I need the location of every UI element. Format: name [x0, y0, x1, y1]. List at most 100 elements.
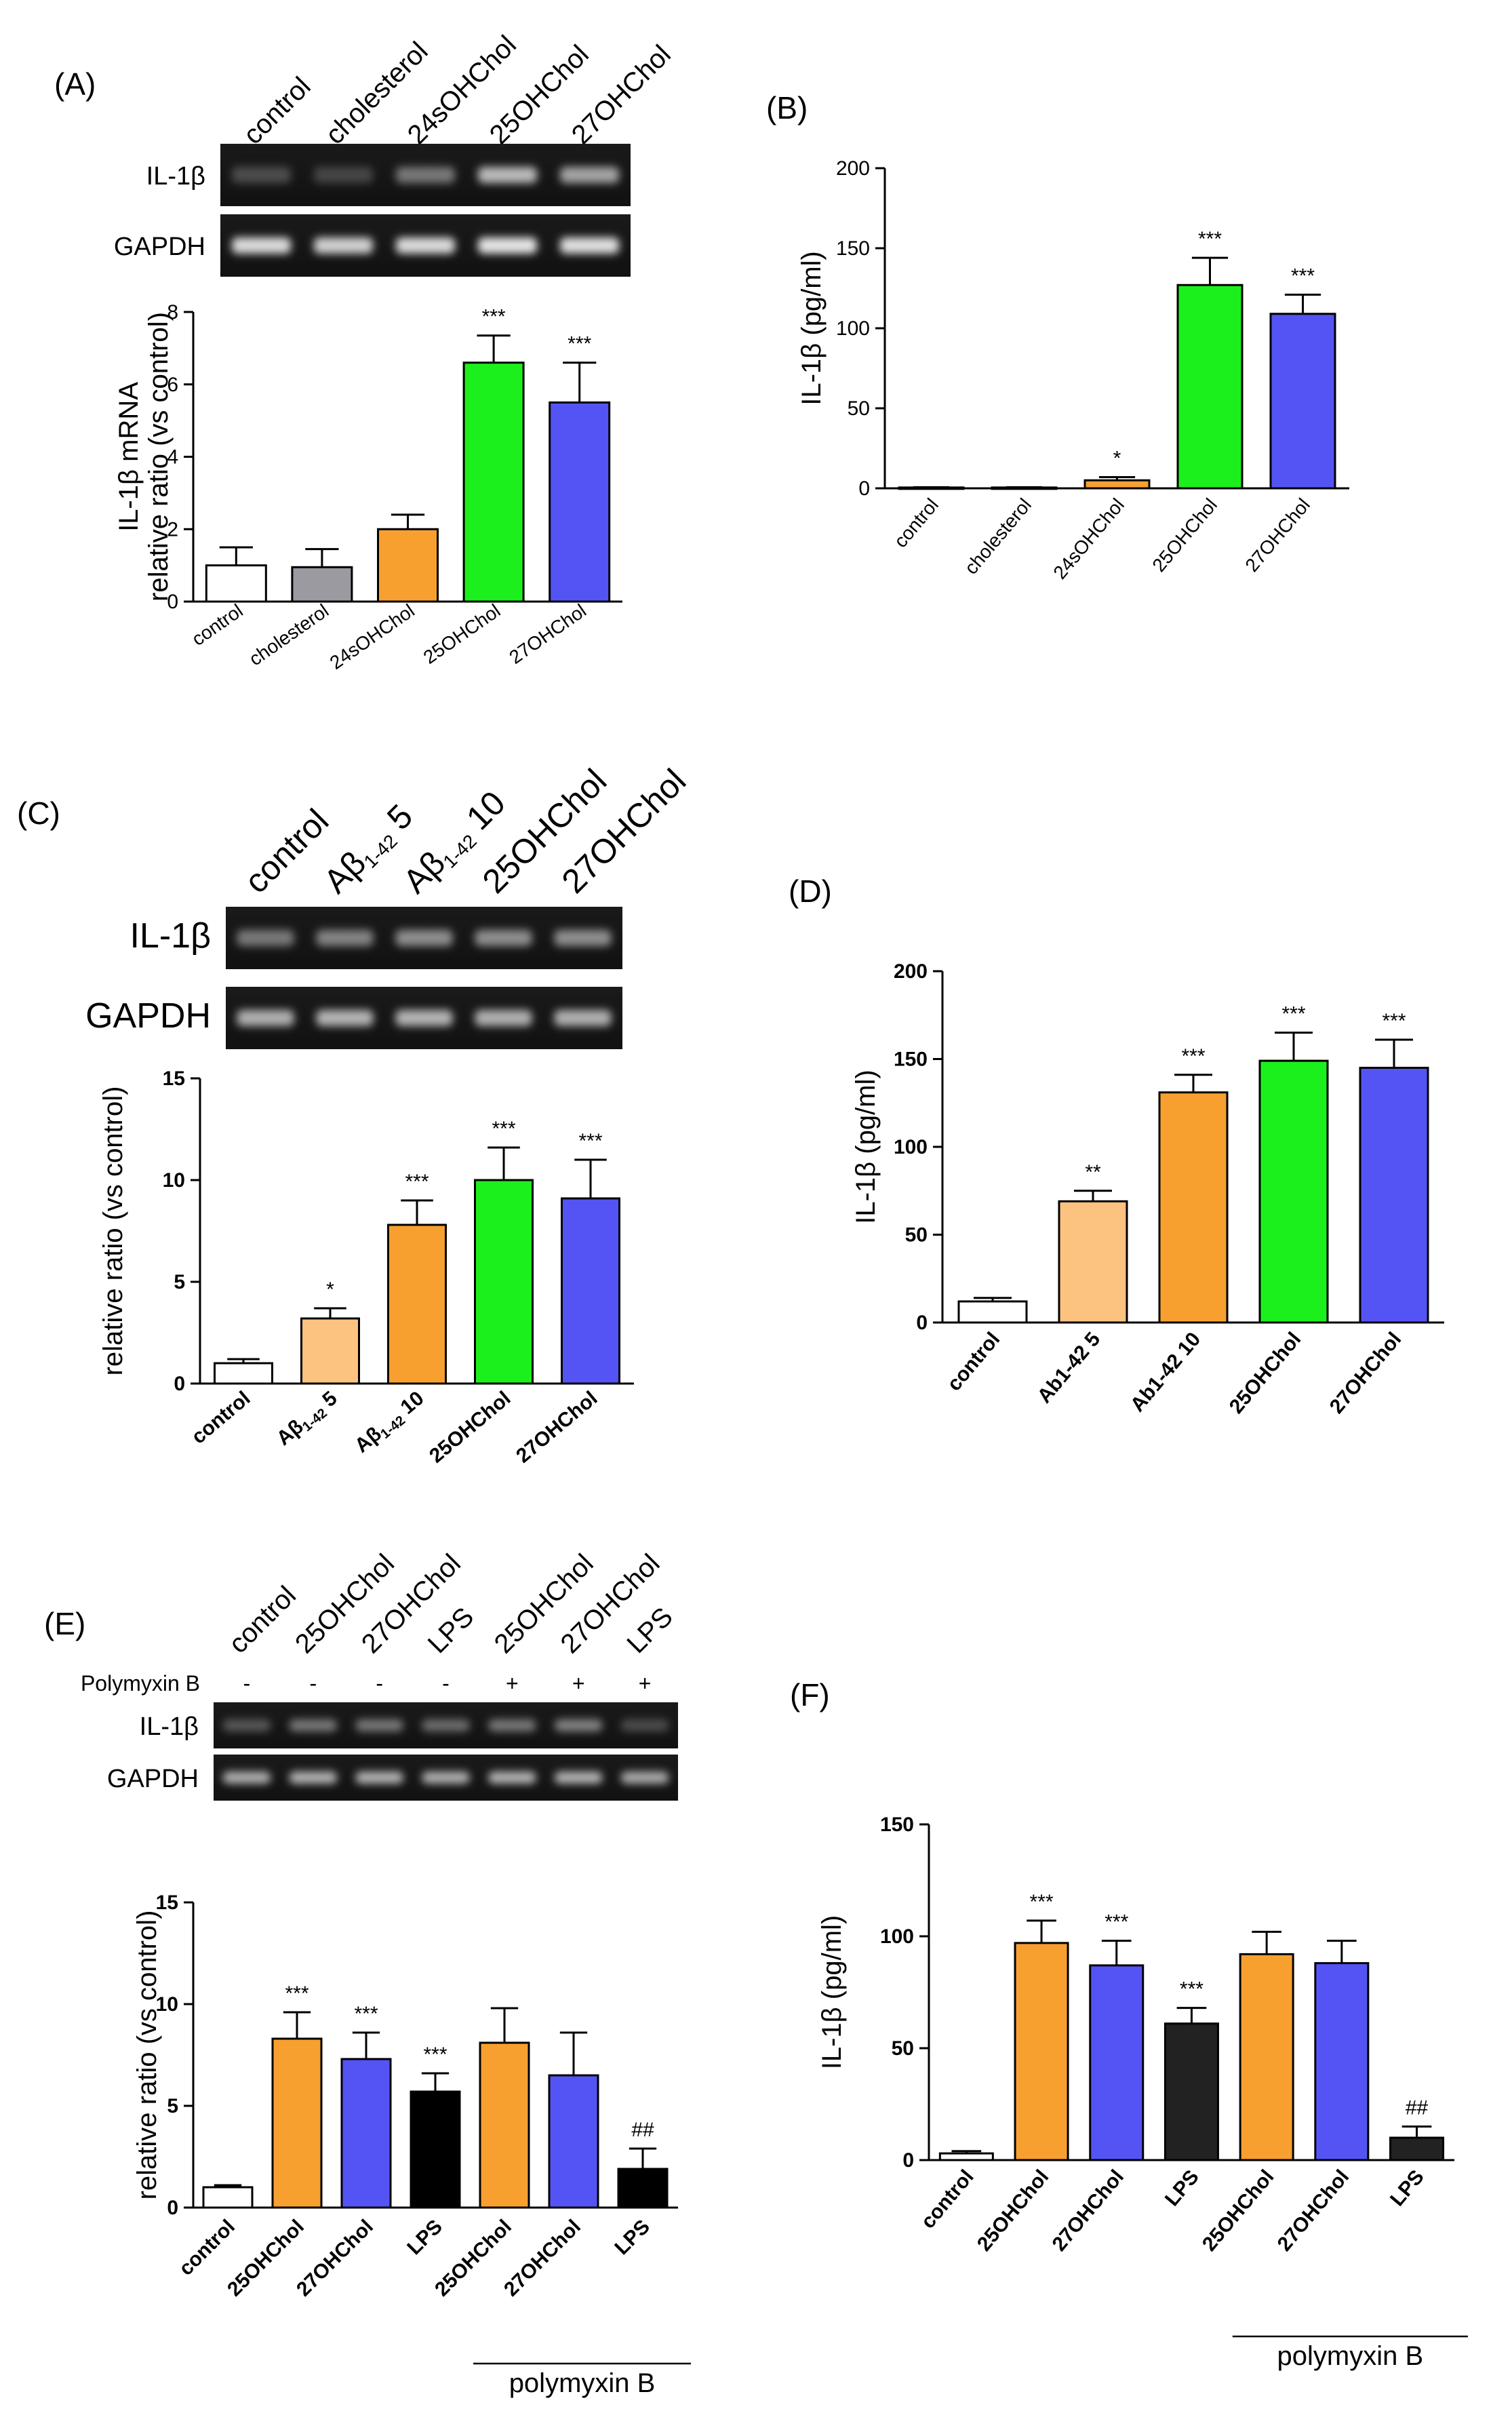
category-label: 25OHChol: [1148, 494, 1221, 576]
y-tick-label: 150: [836, 237, 870, 260]
y-tick-label: 150: [894, 1049, 928, 1071]
bar-cholesterol: [291, 566, 353, 603]
y-tick-label: 100: [880, 1925, 914, 1948]
y-tick-label: 0: [167, 2197, 178, 2219]
polymyxin-sign: +: [639, 1671, 652, 1696]
panel-label-d: (D): [789, 874, 832, 909]
category-label: 27OHChol: [1273, 2166, 1354, 2255]
category-label: Ab1-42 5: [1033, 1328, 1105, 1407]
category-label: 25OHChol: [1225, 1328, 1306, 1417]
significance-label: ***: [1030, 1891, 1054, 1913]
bar-control: [938, 2152, 994, 2161]
gel-row-label: IL-1β: [130, 916, 211, 956]
gel-band: [355, 1771, 403, 1784]
polymyxin-sign: +: [506, 1671, 519, 1696]
gel-band: [289, 1719, 338, 1731]
polymyxin-sign: +: [572, 1671, 585, 1696]
y-tick-label: 200: [836, 157, 870, 180]
gel-band: [231, 167, 292, 183]
gel-band: [355, 1719, 403, 1731]
bar-lps: [1163, 2022, 1219, 2161]
significance-label: ***: [1181, 1045, 1205, 1068]
category-label: LPS: [403, 2216, 447, 2260]
panel-label-f: (F): [790, 1677, 830, 1712]
bar-control: [214, 1362, 273, 1385]
bar-lps: [617, 2168, 669, 2209]
polymyxin-sign: -: [376, 1671, 383, 1696]
gel-band: [559, 167, 620, 183]
y-axis-title: IL-1β (pg/ml): [817, 1915, 847, 2070]
panel-label-b: (B): [766, 90, 808, 125]
group-label: polymyxin B: [509, 2368, 656, 2398]
gel-band: [313, 167, 374, 183]
lane-label: Aβ1-42 5: [317, 797, 422, 902]
y-tick-label: 100: [894, 1136, 928, 1158]
y-tick-label: 6: [167, 374, 178, 396]
significance-label: *: [326, 1278, 334, 1301]
panel-label-c: (C): [17, 796, 60, 831]
bar-27ohchol: [340, 2058, 392, 2209]
gel-band: [395, 1010, 453, 1026]
y-axis-title: IL-1β mRNA: [114, 382, 144, 532]
significance-label: ***: [482, 306, 506, 328]
gel-band: [422, 1719, 470, 1731]
gel-row-label: GAPDH: [114, 233, 205, 261]
chart-b: 0 50 100 150 200 IL-1β (pg/ml) control choleste…: [797, 157, 1349, 583]
gel-row-label: GAPDH: [85, 996, 211, 1036]
y-tick-label: 15: [163, 1068, 185, 1090]
gel-band: [395, 237, 456, 254]
bar-cholesterol: [991, 486, 1058, 490]
gel-band: [222, 1771, 271, 1784]
gel-band: [237, 1010, 294, 1026]
y-tick-label: 10: [156, 1993, 178, 2016]
y-axis-title: relative ratio (vs control): [132, 1911, 162, 2200]
lane-label: LPS: [621, 1602, 679, 1660]
gel-band: [316, 1010, 374, 1026]
category-label: cholesterol: [245, 600, 333, 670]
significance-label: ***: [285, 1982, 309, 2005]
y-tick-label: 0: [858, 477, 870, 500]
bar-control: [205, 564, 267, 603]
bar-ab1-42-5: [1058, 1200, 1128, 1324]
polymyxin-sign: -: [309, 1671, 317, 1696]
y-axis-title: IL-1β (pg/ml): [851, 1070, 881, 1224]
y-tick-label: 4: [167, 446, 178, 469]
y-tick-label: 100: [836, 317, 870, 340]
y-tick-label: 5: [167, 2095, 178, 2117]
bar-25ohchol: [1176, 283, 1244, 490]
panel-label-e: (E): [44, 1606, 85, 1641]
bar-24sohchol: [377, 528, 439, 603]
bar-25ohchol: [1239, 1953, 1294, 2161]
significance-label: ##: [631, 2119, 654, 2141]
lane-label: control: [223, 1580, 302, 1659]
y-tick-label: 150: [880, 1814, 914, 1836]
bar-27ohchol: [1314, 1962, 1370, 2161]
y-tick-label: 0: [902, 2149, 914, 2172]
gel-band: [554, 1010, 612, 1026]
significance-label: **: [1085, 1161, 1101, 1183]
polymyxin-label: Polymyxin B: [81, 1671, 200, 1696]
y-axis-title: relative ratio (vs control): [144, 312, 174, 602]
bar-lps: [410, 2090, 461, 2209]
bar-control: [202, 2186, 254, 2209]
bar-25ohchol: [479, 2041, 530, 2209]
bar-25ohchol: [474, 1179, 534, 1385]
category-label: Aβ1-42 10: [351, 1387, 430, 1460]
category-label: 25OHChol: [1198, 2166, 1279, 2255]
gel-a: control cholesterol24sOHChol25OHChol27OHC…: [114, 30, 677, 277]
bar-25ohchol: [1014, 1942, 1069, 2161]
chart-f: 0 50 100 150 IL-1β (pg/ml) control *** 25OHChol…: [817, 1814, 1468, 2371]
gel-band: [222, 1719, 271, 1731]
bar-27ohchol: [549, 401, 611, 603]
y-tick-label: 0: [174, 1373, 185, 1395]
gel-band: [559, 237, 620, 254]
y-tick-label: 15: [156, 1892, 178, 1914]
category-label: 27OHChol: [1048, 2166, 1129, 2255]
gel-row-label: GAPDH: [107, 1765, 199, 1793]
gel-band: [554, 930, 612, 946]
category-label: control: [890, 494, 942, 551]
significance-label: ##: [1406, 2097, 1429, 2119]
